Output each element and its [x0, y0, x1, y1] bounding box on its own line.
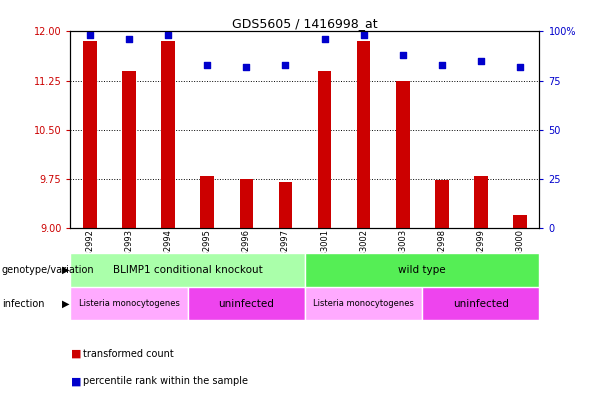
- Text: transformed count: transformed count: [83, 349, 173, 359]
- Bar: [305, 253, 539, 287]
- Point: [398, 52, 408, 58]
- Bar: [474, 176, 488, 228]
- Title: GDS5605 / 1416998_at: GDS5605 / 1416998_at: [232, 17, 378, 30]
- Point: [242, 64, 251, 70]
- Bar: [435, 180, 449, 228]
- Point: [163, 32, 173, 39]
- Point: [85, 32, 95, 39]
- Bar: [240, 179, 253, 228]
- Point: [202, 62, 212, 68]
- Bar: [422, 287, 539, 320]
- Bar: [122, 71, 136, 228]
- Text: Listeria monocytogenes: Listeria monocytogenes: [78, 299, 180, 308]
- Text: ■: ■: [70, 349, 81, 359]
- Bar: [513, 215, 527, 228]
- Text: uninfected: uninfected: [218, 299, 274, 309]
- Text: wild type: wild type: [398, 265, 446, 275]
- Text: uninfected: uninfected: [453, 299, 509, 309]
- Bar: [305, 287, 422, 320]
- Text: infection: infection: [2, 299, 44, 309]
- Bar: [318, 71, 332, 228]
- Point: [281, 62, 291, 68]
- Text: ■: ■: [70, 376, 81, 386]
- Point: [359, 32, 368, 39]
- Bar: [83, 41, 97, 228]
- Point: [476, 58, 485, 64]
- Text: ▶: ▶: [62, 265, 69, 275]
- Bar: [278, 182, 292, 228]
- Text: percentile rank within the sample: percentile rank within the sample: [83, 376, 248, 386]
- Bar: [70, 287, 188, 320]
- Point: [515, 64, 525, 70]
- Text: genotype/variation: genotype/variation: [2, 265, 94, 275]
- Bar: [161, 41, 175, 228]
- Bar: [357, 41, 370, 228]
- Text: ▶: ▶: [62, 299, 69, 309]
- Bar: [188, 287, 305, 320]
- Text: BLIMP1 conditional knockout: BLIMP1 conditional knockout: [113, 265, 262, 275]
- Point: [124, 36, 134, 42]
- Bar: [396, 81, 409, 228]
- Text: Listeria monocytogenes: Listeria monocytogenes: [313, 299, 414, 308]
- Point: [319, 36, 329, 42]
- Bar: [200, 176, 214, 228]
- Point: [437, 62, 447, 68]
- Bar: [70, 253, 305, 287]
